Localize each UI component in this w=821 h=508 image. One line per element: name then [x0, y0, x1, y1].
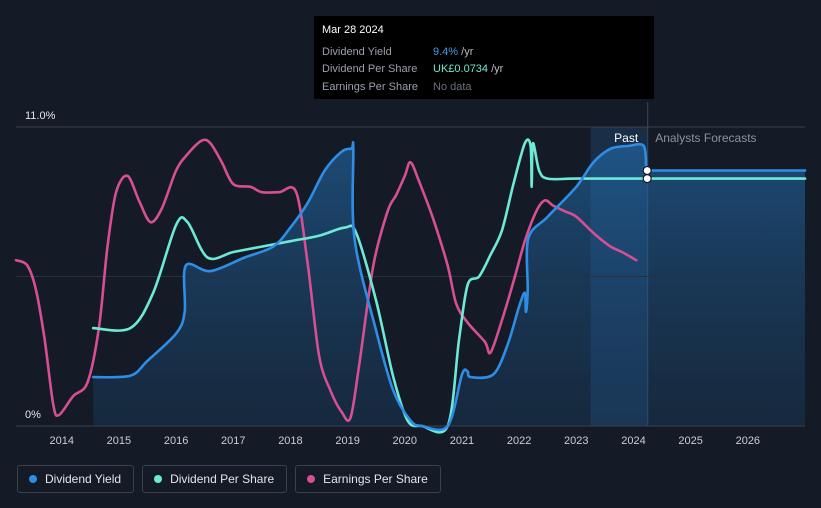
x-tick-label: 2015 [107, 435, 131, 447]
analysts-forecasts-label: Analysts Forecasts [655, 131, 756, 145]
x-tick-label: 2023 [564, 435, 588, 447]
y-axis-label-bottom: 0% [25, 409, 41, 421]
x-tick-label: 2024 [621, 435, 645, 447]
legend-label: Dividend Per Share [170, 472, 275, 486]
y-axis-label-top: 11.0% [25, 110, 56, 122]
tooltip-label: Dividend Yield [322, 45, 392, 58]
legend-label: Dividend Yield [45, 472, 122, 486]
legend-dot-icon [154, 475, 163, 483]
x-tick-label: 2018 [278, 435, 302, 447]
x-tick-label: 2016 [164, 435, 188, 447]
legend-item-earnings-per-share[interactable]: Earnings Per Share [295, 465, 441, 493]
x-tick-label: 2025 [678, 435, 702, 447]
tooltip-unit: /yr [488, 63, 504, 76]
chart: 11.0% 0% 2014 2015 2016 2017 2018 2019 2020 2021 2… [14, 102, 807, 447]
legend-dot-icon [307, 475, 316, 483]
dividend-yield-marker [642, 165, 652, 176]
tooltip-value: No data [433, 80, 472, 93]
x-tick-label: 2014 [49, 435, 73, 447]
hover-tooltip: Mar 28 2024 Dividend Yield 9.4% /yr Divi… [314, 16, 654, 99]
tooltip-row-dividend-per-share: Dividend Per Share UK£0.0734 /yr [322, 61, 646, 79]
tooltip-row-earnings-per-share: Earnings Per Share No data [322, 78, 646, 96]
tooltip-row-dividend-yield: Dividend Yield 9.4% /yr [322, 43, 646, 61]
x-tick-label: 2020 [393, 435, 417, 447]
tooltip-value: 9.4% [433, 45, 459, 58]
dividend-yield-line [91, 141, 648, 432]
x-tick-label: 2021 [450, 435, 474, 447]
legend-item-dividend-per-share[interactable]: Dividend Per Share [142, 465, 288, 493]
tooltip-unit: /yr [458, 45, 474, 58]
legend-dot-icon [29, 475, 37, 483]
earnings-per-share-line [14, 138, 638, 422]
legend-item-dividend-yield[interactable]: Dividend Yield [17, 465, 135, 493]
x-tick-label: 2019 [335, 435, 359, 447]
legend-label: Earnings Per Share [323, 472, 428, 486]
tooltip-value: UK£0.0734 [433, 63, 489, 76]
x-tick-label: 2022 [507, 435, 531, 447]
past-label: Past [614, 131, 639, 145]
tooltip-label: Earnings Per Share [322, 80, 418, 93]
tooltip-date: Mar 28 2024 [322, 24, 384, 36]
dividend-yield-area [93, 142, 805, 430]
tooltip-label: Dividend Per Share [322, 63, 418, 76]
dividend-per-share-marker [642, 174, 652, 184]
x-tick-label: 2026 [736, 435, 760, 447]
legend: Dividend Yield Dividend Per Share Earnin… [17, 465, 441, 493]
x-tick-label: 2017 [221, 435, 245, 447]
